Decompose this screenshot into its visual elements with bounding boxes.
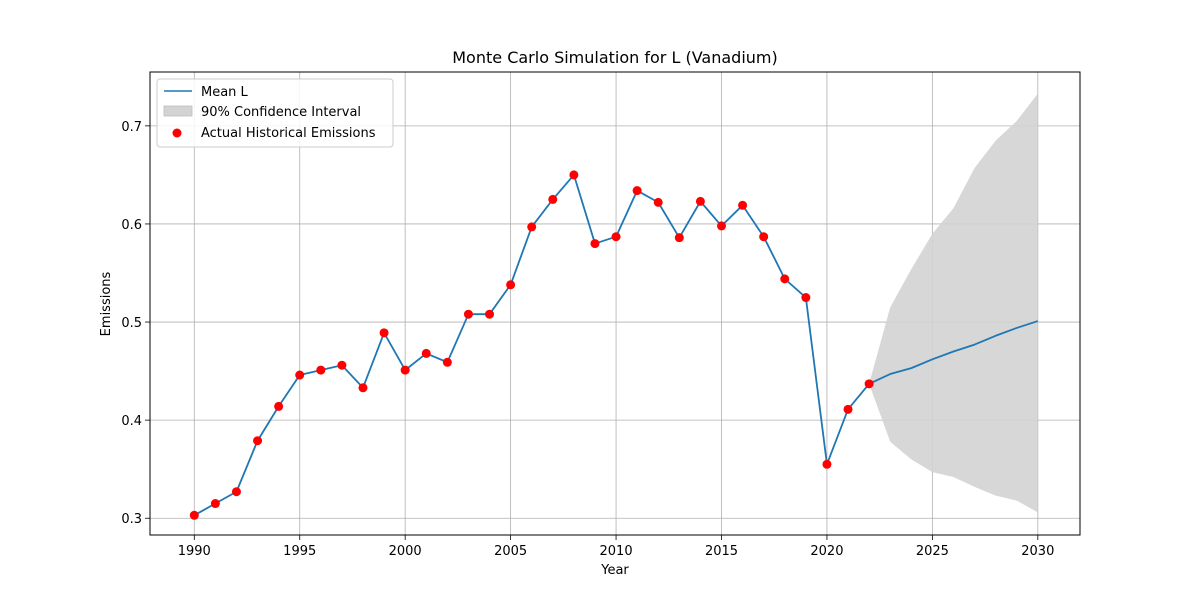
y-axis-label: Emissions [99, 271, 114, 336]
actual-point [632, 186, 642, 196]
actual-point [231, 487, 241, 497]
actual-point [864, 379, 874, 389]
legend-box [156, 78, 394, 148]
actual-point [695, 196, 705, 206]
y-tick-label: 0.7 [121, 120, 142, 135]
actual-point [801, 293, 811, 303]
actual-point [295, 370, 305, 380]
actual-point [485, 309, 495, 319]
actual-point [189, 510, 199, 520]
x-tick-label: 2000 [389, 544, 422, 559]
x-tick-label: 2020 [810, 544, 843, 559]
x-tick-label: 2010 [600, 544, 633, 559]
actual-point [379, 328, 389, 338]
actual-point [527, 222, 537, 232]
y-tick-label: 0.4 [121, 414, 142, 429]
legend-ci-swatch [163, 105, 193, 117]
actual-point [653, 197, 663, 207]
y-tick-label: 0.5 [121, 316, 142, 331]
legend: Mean L 90% Confidence Interval Actual Hi… [156, 78, 394, 148]
y-tick-label: 0.6 [121, 218, 142, 233]
actual-point [400, 365, 410, 375]
actual-point [274, 401, 284, 411]
actual-point [316, 365, 326, 375]
axis-ticks: 1990 1995 2000 2005 2010 2015 2020 2025 2030 0.3 0… [121, 120, 1054, 559]
x-tick-label: 1995 [283, 544, 316, 559]
x-tick-label: 1990 [178, 544, 211, 559]
legend-actual-label: Actual Historical Emissions [201, 126, 376, 141]
actual-point [674, 233, 684, 243]
actual-point [210, 499, 220, 509]
actual-point [358, 383, 368, 393]
actual-point [843, 404, 853, 414]
x-tick-label: 2015 [705, 544, 738, 559]
actual-point [717, 221, 726, 231]
legend-actual-swatch [172, 128, 182, 138]
actual-points-layer [189, 170, 874, 520]
actual-point [463, 309, 473, 319]
actual-point [442, 357, 452, 367]
actual-point [506, 280, 516, 290]
actual-point [738, 200, 748, 210]
actual-point [548, 194, 558, 204]
x-tick-label: 2030 [1021, 544, 1054, 559]
actual-point [822, 459, 832, 469]
actual-point [569, 170, 579, 180]
legend-ci-label: 90% Confidence Interval [201, 105, 361, 120]
chart-title: Monte Carlo Simulation for L (Vanadium) [452, 48, 777, 67]
legend-mean-label: Mean L [201, 85, 249, 100]
plot-frame [149, 71, 1081, 536]
x-axis-label: Year [600, 563, 629, 578]
x-tick-label: 2005 [494, 544, 527, 559]
actual-point [590, 239, 600, 249]
y-tick-label: 0.3 [121, 512, 142, 527]
confidence-band-layer [869, 93, 1038, 513]
actual-point [253, 436, 263, 446]
actual-point [337, 360, 347, 370]
actual-point [611, 232, 621, 242]
x-tick-label: 2025 [916, 544, 949, 559]
confidence-band [869, 93, 1038, 513]
actual-point [759, 232, 769, 242]
actual-point [780, 274, 790, 284]
actual-point [421, 348, 431, 358]
